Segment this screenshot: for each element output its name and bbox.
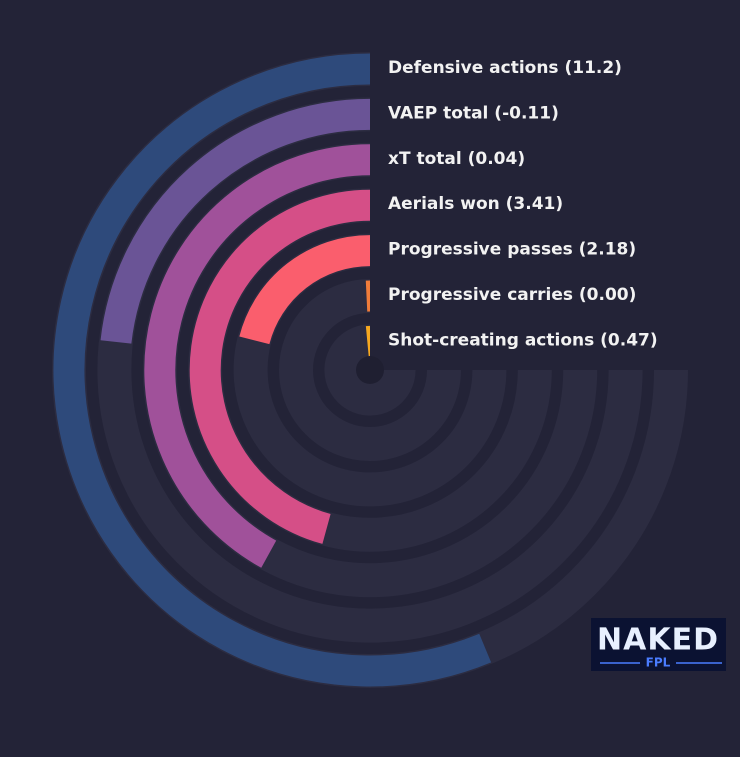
bar (239, 235, 371, 345)
bar-label: Progressive passes (2.18) (388, 240, 636, 260)
bar-label: xT total (0.04) (388, 149, 525, 169)
logo-box (591, 618, 726, 671)
bar-label: Shot-creating actions (0.47) (388, 330, 658, 350)
logo: NAKED FPL (591, 618, 726, 671)
bar-label: Defensive actions (11.2) (388, 58, 622, 78)
bar (53, 53, 492, 687)
bar-label: Aerials won (3.41) (388, 194, 563, 214)
logo-subtitle: FPL (646, 656, 671, 670)
bar-label: VAEP total (-0.11) (388, 103, 559, 123)
center (356, 356, 384, 384)
track (279, 279, 461, 461)
bar (189, 189, 371, 544)
logo-title: NAKED (597, 623, 719, 658)
track (324, 324, 416, 416)
bar (144, 144, 371, 568)
bar (100, 98, 371, 344)
bar-label: Progressive carries (0.00) (388, 285, 636, 305)
